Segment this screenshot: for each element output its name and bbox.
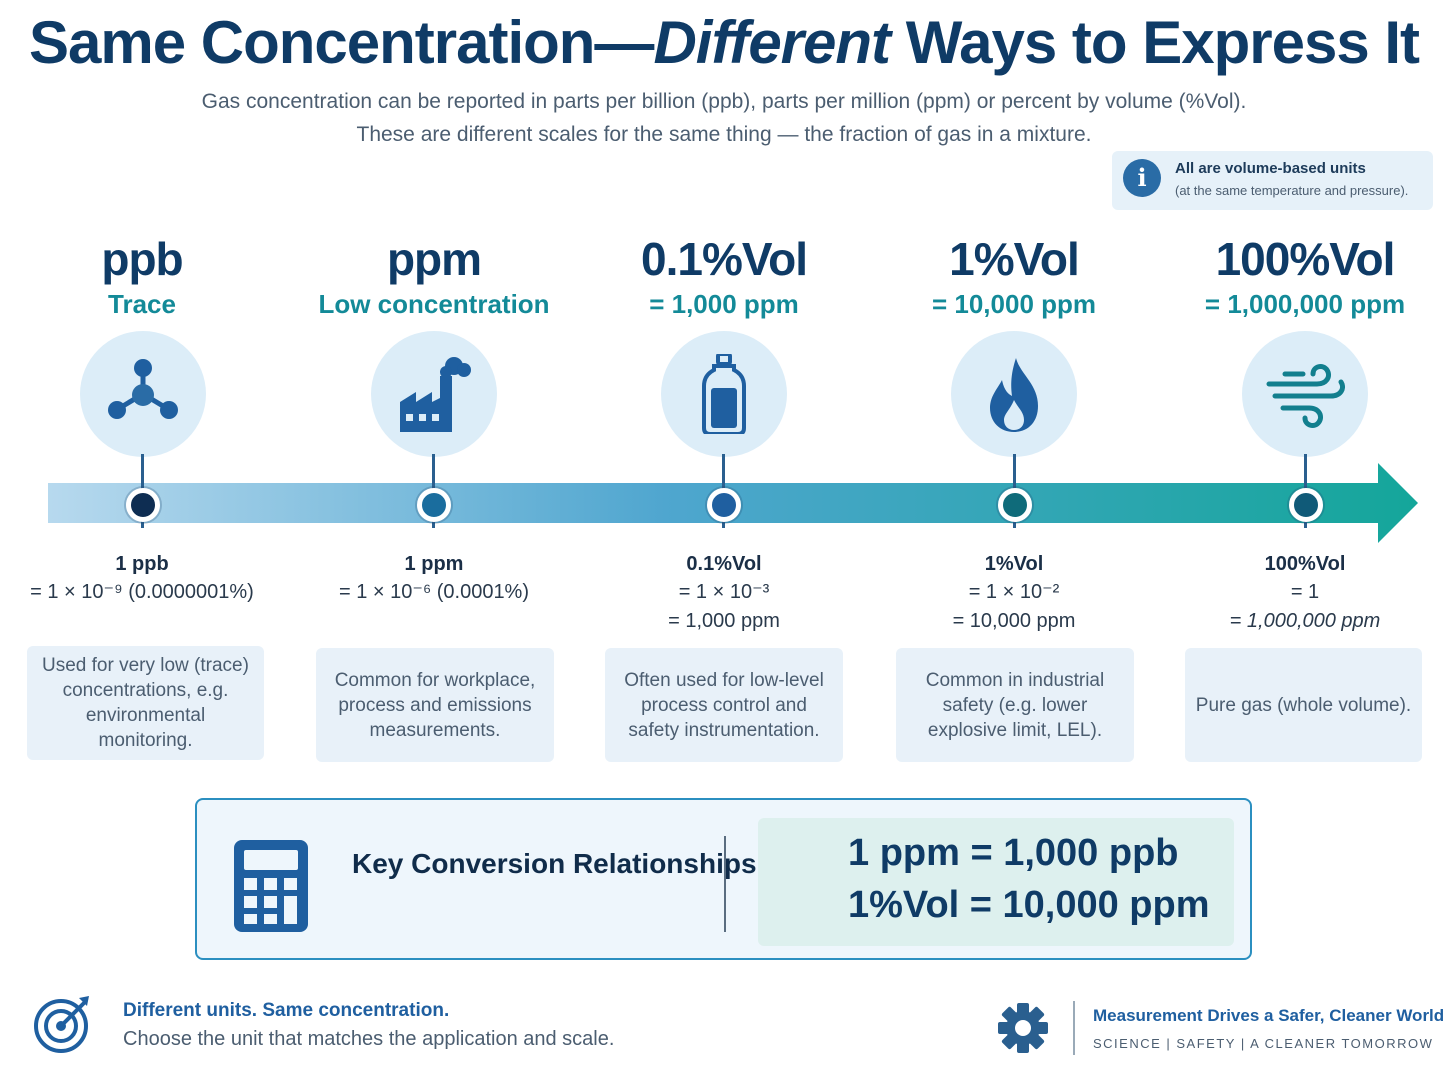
value-ppb: 1 ppb = 1 × 10⁻⁹ (0.0000001%) bbox=[0, 550, 287, 607]
value-line: = 1 × 10⁻³ bbox=[678, 581, 770, 603]
description-ppm: Common for workplace, process and emissi… bbox=[316, 648, 554, 762]
calculator-icon bbox=[234, 840, 308, 932]
title-part-1: Same Concentration— bbox=[28, 9, 654, 76]
brand-subtitle: SCIENCE | SAFETY | A CLEANER TOMORROW bbox=[1093, 1036, 1434, 1051]
description-100-vol: Pure gas (whole volume). bbox=[1185, 648, 1422, 762]
key-conversions-panel: Key Conversion Relationships 1 ppm = 1,0… bbox=[195, 798, 1252, 960]
info-callout: i All are volume-based units (at the sam… bbox=[1112, 151, 1433, 210]
gas-cylinder-icon-circle bbox=[661, 331, 787, 457]
key-divider bbox=[724, 836, 726, 932]
wind-icon-circle bbox=[1242, 331, 1368, 457]
stage-ppm: ppm Low concentration bbox=[289, 233, 579, 321]
value-line: = 1 × 10⁻⁹ (0.0000001%) bbox=[30, 581, 254, 603]
unit-label: ppb bbox=[101, 233, 183, 285]
timeline-marker-ppm bbox=[417, 488, 451, 522]
key-label: Key Conversion Relationships bbox=[352, 848, 757, 879]
footer-tagline: Choose the unit that matches the applica… bbox=[123, 1028, 615, 1050]
info-note: (at the same temperature and pressure). bbox=[1175, 183, 1409, 198]
value-1-vol: 1%Vol = 1 × 10⁻² = 10,000 ppm bbox=[869, 550, 1159, 636]
timeline-marker-0-1-vol bbox=[707, 488, 741, 522]
relation-ppm-ppb: 1 ppm = 1,000 ppb bbox=[848, 832, 1179, 874]
value-title: 1 ppm bbox=[404, 553, 464, 575]
value-line: = 1,000,000 ppm bbox=[1229, 610, 1381, 632]
title-part-2: Different bbox=[653, 9, 891, 76]
stage-1-vol: 1%Vol = 10,000 ppm bbox=[869, 233, 1159, 321]
value-title: 0.1%Vol bbox=[686, 553, 762, 575]
brand-title: Measurement Drives a Safer, Cleaner Worl… bbox=[1093, 1006, 1445, 1025]
value-title: 100%Vol bbox=[1264, 553, 1346, 575]
value-ppm: 1 ppm = 1 × 10⁻⁶ (0.0001%) bbox=[289, 550, 579, 607]
value-line: = 1 bbox=[1290, 581, 1320, 603]
target-icon bbox=[34, 996, 89, 1053]
factory-icon-circle bbox=[371, 331, 497, 457]
unit-subtitle: = 1,000 ppm bbox=[649, 289, 799, 319]
description-1-vol: Common in industrial safety (e.g. lower … bbox=[896, 648, 1134, 762]
unit-subtitle: = 1,000,000 ppm bbox=[1204, 289, 1406, 319]
flame-icon-circle bbox=[951, 331, 1077, 457]
wind-icon bbox=[1266, 364, 1345, 428]
footer-tagline-bold: Different units. Same concentration. bbox=[123, 1000, 450, 1021]
gear-icon bbox=[998, 1003, 1048, 1053]
unit-subtitle: Trace bbox=[108, 289, 176, 319]
description-ppb: Used for very low (trace) concentrations… bbox=[27, 646, 264, 760]
timeline-marker-1-vol bbox=[998, 488, 1032, 522]
value-100-vol: 100%Vol = 1 = 1,000,000 ppm bbox=[1160, 550, 1448, 636]
timeline-marker-100-vol bbox=[1289, 488, 1323, 522]
value-line: = 1 × 10⁻⁶ (0.0001%) bbox=[338, 581, 530, 603]
key-relations: 1 ppm = 1,000 ppb 1%Vol = 10,000 ppm bbox=[758, 818, 1234, 946]
flame-icon bbox=[990, 358, 1038, 432]
value-line: = 1 × 10⁻² bbox=[968, 581, 1060, 603]
value-line: = 10,000 ppm bbox=[952, 610, 1076, 632]
unit-label: 100%Vol bbox=[1215, 233, 1396, 285]
value-line: = 1,000 ppm bbox=[668, 610, 780, 632]
molecule-icon bbox=[108, 359, 178, 419]
info-icon: i bbox=[1123, 159, 1161, 197]
info-title: All are volume-based units bbox=[1175, 160, 1366, 177]
molecule-icon-circle bbox=[80, 331, 206, 457]
brand-divider bbox=[1073, 1001, 1075, 1055]
title-part-3: Ways to Express It bbox=[890, 9, 1420, 76]
value-title: 1 ppb bbox=[115, 553, 169, 575]
unit-label: 0.1%Vol bbox=[641, 233, 808, 285]
page-title: Same Concentration—Different Ways to Exp… bbox=[0, 8, 1448, 77]
timeline-marker-ppb bbox=[126, 488, 160, 522]
stage-ppb: ppb Trace bbox=[0, 233, 287, 321]
unit-label: 1%Vol bbox=[949, 233, 1080, 285]
description-0-1-vol: Often used for low-level process control… bbox=[605, 648, 843, 762]
unit-subtitle: Low concentration bbox=[318, 289, 550, 319]
stage-0-1-vol: 0.1%Vol = 1,000 ppm bbox=[579, 233, 869, 321]
subtitle-line-1: Gas concentration can be reported in par… bbox=[201, 90, 1247, 113]
factory-icon bbox=[400, 357, 471, 432]
unit-subtitle: = 10,000 ppm bbox=[931, 289, 1097, 319]
value-0-1-vol: 0.1%Vol = 1 × 10⁻³ = 1,000 ppm bbox=[579, 550, 869, 636]
subtitle-line-2: These are different scales for the same … bbox=[356, 123, 1092, 146]
value-title: 1%Vol bbox=[984, 553, 1044, 575]
relation-vol-ppm: 1%Vol = 10,000 ppm bbox=[848, 884, 1210, 926]
unit-label: ppm bbox=[386, 233, 482, 285]
gas-cylinder-icon bbox=[702, 354, 746, 434]
stage-100-vol: 100%Vol = 1,000,000 ppm bbox=[1160, 233, 1448, 321]
